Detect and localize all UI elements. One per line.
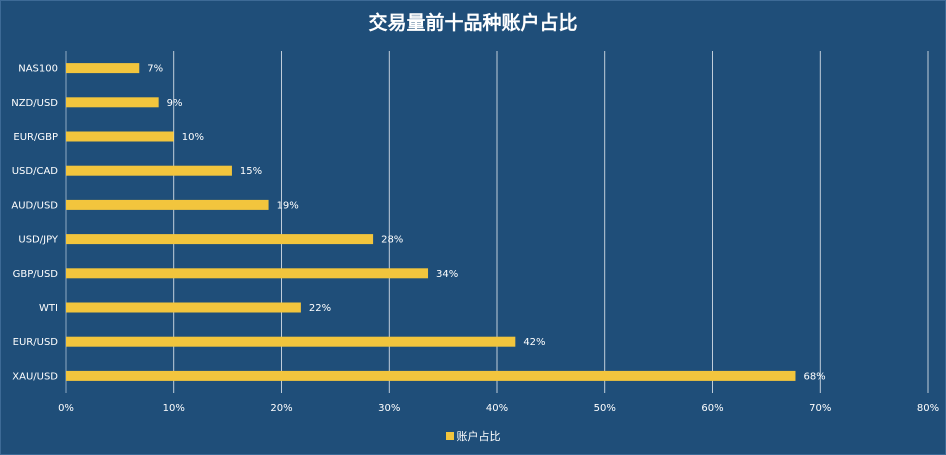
bar xyxy=(66,370,796,381)
bar xyxy=(66,234,374,245)
data-label: 19% xyxy=(277,200,299,211)
x-tick-label: 80% xyxy=(917,403,939,414)
x-tick-label: 50% xyxy=(594,403,616,414)
x-tick-label: 10% xyxy=(163,403,185,414)
x-tick-label: 0% xyxy=(58,403,74,414)
data-label: 7% xyxy=(147,64,163,75)
data-label: 68% xyxy=(803,371,825,382)
bar xyxy=(66,165,232,176)
data-label: 10% xyxy=(182,132,204,143)
chart-title: 交易量前十品种账户占比 xyxy=(368,12,578,34)
category-label: NAS100 xyxy=(18,64,58,75)
x-tick-label: 20% xyxy=(270,403,292,414)
legend: 账户占比 xyxy=(0,428,946,444)
legend-swatch xyxy=(445,432,454,440)
data-label: 42% xyxy=(523,337,545,348)
x-tick-label: 70% xyxy=(809,403,831,414)
data-label: 22% xyxy=(309,303,331,314)
category-label: AUD/USD xyxy=(11,200,58,211)
category-label: NZD/USD xyxy=(11,98,58,109)
category-label: XAU/USD xyxy=(12,371,58,382)
category-label: GBP/USD xyxy=(13,269,59,280)
data-label: 34% xyxy=(436,269,458,280)
bar xyxy=(66,63,140,74)
legend-label: 账户占比 xyxy=(456,430,501,443)
bar xyxy=(66,199,269,210)
x-tick-label: 40% xyxy=(486,403,508,414)
category-label: USD/JPY xyxy=(18,235,58,246)
data-label: 15% xyxy=(240,166,262,177)
data-label: 28% xyxy=(381,235,403,246)
x-tick-label: 30% xyxy=(378,403,400,414)
data-label: 9% xyxy=(167,98,183,109)
bar xyxy=(66,336,516,347)
bar xyxy=(66,268,429,279)
x-tick-label: 60% xyxy=(701,403,723,414)
category-label: WTI xyxy=(39,303,58,314)
category-label: USD/CAD xyxy=(12,166,59,177)
category-label: EUR/USD xyxy=(13,337,59,348)
category-label: EUR/GBP xyxy=(13,132,58,143)
bar xyxy=(66,97,159,108)
bar xyxy=(66,302,301,313)
bar xyxy=(66,131,174,142)
